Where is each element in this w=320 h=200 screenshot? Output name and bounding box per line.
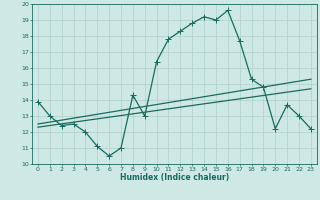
- X-axis label: Humidex (Indice chaleur): Humidex (Indice chaleur): [120, 173, 229, 182]
